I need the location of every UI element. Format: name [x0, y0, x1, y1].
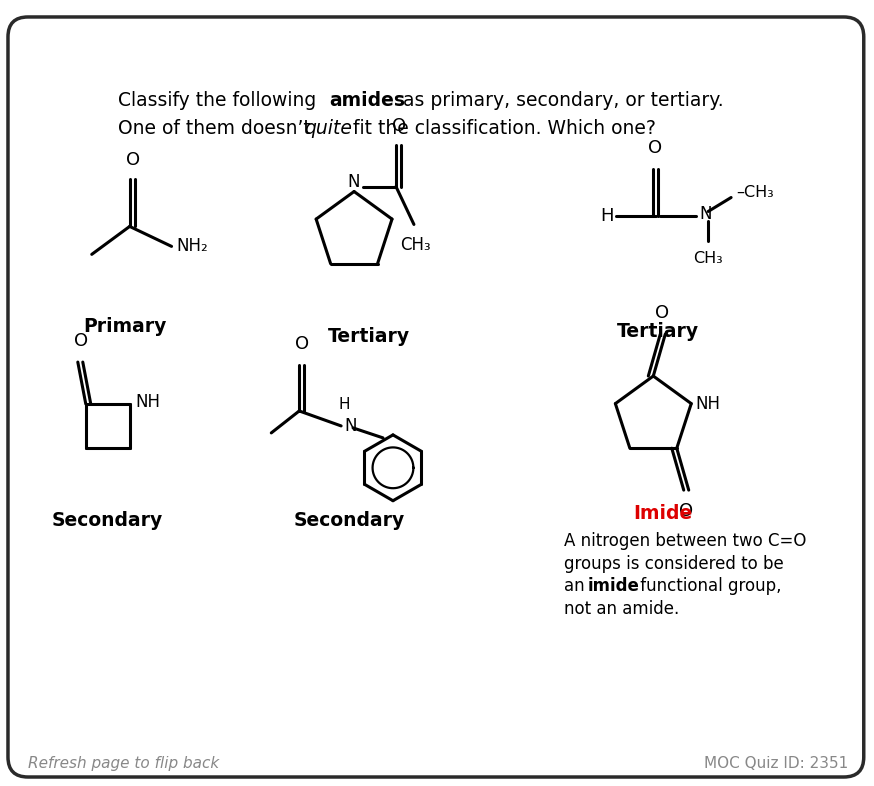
Text: as primary, secondary, or tertiary.: as primary, secondary, or tertiary.: [397, 91, 724, 110]
Text: Secondary: Secondary: [52, 511, 163, 531]
Text: O: O: [679, 502, 693, 520]
Text: fit the classification. Which one?: fit the classification. Which one?: [347, 119, 656, 138]
Text: N: N: [699, 205, 711, 223]
Text: Primary: Primary: [83, 317, 166, 336]
Text: functional group,: functional group,: [635, 578, 782, 596]
Text: One of them doesn’t: One of them doesn’t: [118, 119, 316, 138]
Text: O: O: [656, 304, 669, 322]
Text: NH₂: NH₂: [177, 237, 208, 255]
Text: O: O: [126, 151, 140, 168]
Text: Tertiary: Tertiary: [328, 327, 410, 346]
Text: quite: quite: [304, 119, 352, 138]
Text: CH₃: CH₃: [693, 252, 723, 266]
Text: Classify the following: Classify the following: [118, 91, 322, 110]
Text: O: O: [649, 138, 662, 156]
Text: A nitrogen between two C=O: A nitrogen between two C=O: [564, 531, 806, 549]
FancyBboxPatch shape: [8, 17, 864, 777]
Text: amides: amides: [329, 91, 406, 110]
Text: N: N: [348, 172, 360, 190]
Text: Tertiary: Tertiary: [617, 321, 699, 340]
Text: NH: NH: [135, 393, 161, 411]
Text: an: an: [564, 578, 589, 596]
Text: not an amide.: not an amide.: [564, 601, 679, 619]
Text: H: H: [338, 397, 350, 412]
Text: imide: imide: [587, 578, 640, 596]
Text: CH₃: CH₃: [400, 237, 431, 255]
Text: MOC Quiz ID: 2351: MOC Quiz ID: 2351: [704, 755, 848, 770]
Text: Imide: Imide: [634, 504, 693, 523]
Text: O: O: [392, 116, 406, 134]
Text: Refresh page to flip back: Refresh page to flip back: [28, 755, 219, 770]
Text: O: O: [73, 332, 88, 350]
Text: NH: NH: [695, 395, 720, 413]
Text: O: O: [295, 335, 309, 353]
Text: groups is considered to be: groups is considered to be: [564, 555, 783, 572]
Text: H: H: [600, 208, 614, 226]
Text: –CH₃: –CH₃: [736, 185, 773, 200]
Text: Secondary: Secondary: [294, 511, 405, 531]
Text: N: N: [344, 417, 357, 435]
